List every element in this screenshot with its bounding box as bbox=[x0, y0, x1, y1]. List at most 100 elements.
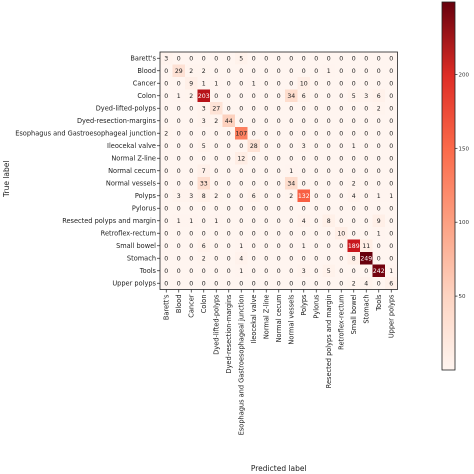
cell-value-label: 5 bbox=[239, 55, 243, 62]
heatmap-cell bbox=[172, 64, 186, 78]
cell-value-label: 0 bbox=[277, 230, 281, 237]
heatmap-cell bbox=[310, 64, 323, 78]
cell-value-label: 0 bbox=[239, 180, 243, 187]
heatmap-cell bbox=[297, 102, 311, 115]
heatmap-cell bbox=[160, 139, 173, 153]
cell-value-label: 0 bbox=[389, 93, 393, 100]
x-tick-label: Normal cecum bbox=[275, 295, 283, 343]
cell-value-label: 0 bbox=[339, 105, 343, 112]
heatmap-cell bbox=[335, 202, 348, 215]
cell-value-label: 0 bbox=[339, 68, 343, 75]
cell-value-label: 0 bbox=[364, 68, 368, 75]
heatmap-cell bbox=[247, 102, 261, 115]
heatmap-cell bbox=[260, 264, 273, 278]
cell-value-label: 0 bbox=[177, 143, 181, 150]
cell-value-label: 27 bbox=[212, 105, 220, 112]
heatmap-cell bbox=[210, 102, 223, 115]
cell-value-label: 34 bbox=[287, 93, 295, 100]
heatmap-cell bbox=[197, 64, 211, 78]
heatmap-cell bbox=[272, 52, 286, 65]
heatmap-cell bbox=[260, 89, 273, 103]
cell-value-label: 0 bbox=[252, 268, 256, 275]
heatmap-cell bbox=[360, 277, 373, 290]
cell-value-label: 0 bbox=[164, 243, 168, 250]
heatmap-cell bbox=[272, 277, 286, 290]
heatmap-cell bbox=[260, 52, 273, 65]
cell-value-label: 0 bbox=[339, 143, 343, 150]
heatmap-cell bbox=[322, 127, 336, 140]
cell-value-label: 0 bbox=[189, 143, 193, 150]
heatmap-cell bbox=[322, 114, 336, 128]
cell-value-label: 1 bbox=[289, 168, 293, 175]
heatmap-cell bbox=[347, 202, 361, 215]
heatmap-cell bbox=[210, 89, 223, 103]
cell-value-label: 0 bbox=[277, 68, 281, 75]
cell-value-label: 33 bbox=[200, 180, 208, 187]
cell-value-label: 0 bbox=[277, 55, 281, 62]
heatmap-cell bbox=[360, 64, 373, 78]
x-tick-label: Cancer bbox=[187, 294, 195, 318]
cell-value-label: 0 bbox=[314, 205, 318, 212]
heatmap-cell bbox=[185, 64, 198, 78]
cell-value-label: 10 bbox=[300, 80, 308, 87]
heatmap-cell bbox=[285, 214, 298, 228]
heatmap-cell bbox=[172, 189, 186, 203]
cell-value-label: 0 bbox=[302, 68, 306, 75]
y-axis-label: True label bbox=[2, 161, 11, 198]
cell-value-label: 1 bbox=[214, 218, 218, 225]
heatmap-cell bbox=[310, 177, 323, 190]
cell-value-label: 0 bbox=[277, 143, 281, 150]
heatmap-cell bbox=[372, 239, 386, 253]
cell-value-label: 0 bbox=[214, 130, 218, 137]
x-tick-label: Small bowel bbox=[350, 294, 358, 334]
cell-value-label: 0 bbox=[277, 255, 281, 262]
heatmap-cell bbox=[372, 214, 386, 228]
heatmap-cell bbox=[160, 152, 173, 165]
heatmap-cell bbox=[197, 252, 211, 265]
cell-value-label: 0 bbox=[352, 55, 356, 62]
cell-value-label: 8 bbox=[202, 193, 206, 200]
heatmap-cell bbox=[347, 139, 361, 153]
cell-value-label: 0 bbox=[277, 105, 281, 112]
cell-value-label: 0 bbox=[214, 280, 218, 287]
heatmap-cell bbox=[347, 152, 361, 165]
heatmap-cell bbox=[172, 202, 186, 215]
cell-value-label: 0 bbox=[252, 243, 256, 250]
cell-value-label: 0 bbox=[264, 155, 268, 162]
heatmap-cell bbox=[185, 227, 198, 240]
cell-value-label: 0 bbox=[164, 105, 168, 112]
cell-value-label: 0 bbox=[302, 105, 306, 112]
cell-value-label: 2 bbox=[214, 118, 218, 125]
heatmap-cell bbox=[310, 277, 323, 290]
cell-value-label: 1 bbox=[377, 230, 381, 237]
cell-value-label: 0 bbox=[327, 93, 331, 100]
cell-value-label: 0 bbox=[352, 218, 356, 225]
cell-value-label: 0 bbox=[302, 180, 306, 187]
cell-value-label: 0 bbox=[289, 268, 293, 275]
heatmap-cell bbox=[285, 127, 298, 140]
cell-value-label: 0 bbox=[364, 218, 368, 225]
cell-value-label: 0 bbox=[302, 230, 306, 237]
heatmap-cell bbox=[197, 189, 211, 203]
heatmap-cell bbox=[247, 77, 261, 90]
cell-value-label: 0 bbox=[327, 168, 331, 175]
cell-value-label: 0 bbox=[364, 168, 368, 175]
heatmap-cell bbox=[285, 152, 298, 165]
cell-value-label: 0 bbox=[289, 205, 293, 212]
heatmap-cell bbox=[285, 77, 298, 90]
heatmap-cell bbox=[310, 214, 323, 228]
heatmap-cell bbox=[272, 89, 286, 103]
cell-value-label: 1 bbox=[177, 218, 181, 225]
heatmap-cell bbox=[272, 214, 286, 228]
heatmap-cell bbox=[260, 239, 273, 253]
heatmap-cell bbox=[172, 277, 186, 290]
heatmap-cell bbox=[260, 77, 273, 90]
cell-value-label: 0 bbox=[264, 280, 268, 287]
cell-value-label: 6 bbox=[202, 243, 206, 250]
cell-value-label: 0 bbox=[339, 180, 343, 187]
cell-value-label: 0 bbox=[177, 205, 181, 212]
heatmap-cell bbox=[185, 177, 198, 190]
heatmap-cell bbox=[385, 139, 398, 153]
heatmap-cell bbox=[197, 277, 211, 290]
cell-value-label: 0 bbox=[252, 93, 256, 100]
